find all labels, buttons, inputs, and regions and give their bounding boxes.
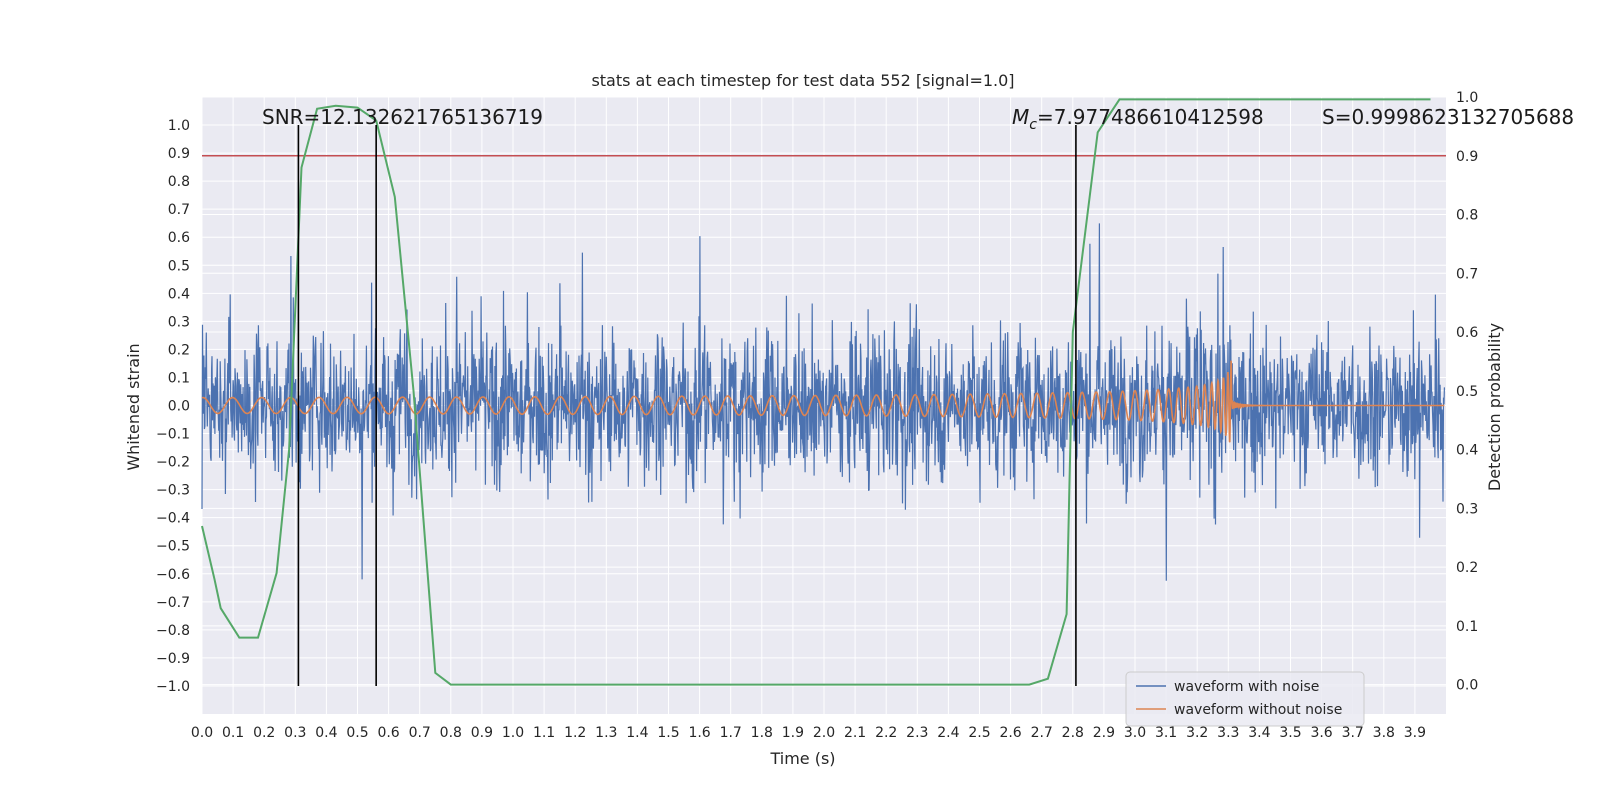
x-tick-label: 3.2 <box>1186 725 1208 741</box>
x-tick-label: 1.2 <box>564 725 586 741</box>
y2-tick-label: 0.0 <box>1456 678 1478 694</box>
x-tick-label: 0.4 <box>315 725 337 741</box>
y-tick-label: 0.3 <box>168 314 190 330</box>
x-tick-label: 0.8 <box>440 725 462 741</box>
x-tick-label: 1.3 <box>595 725 617 741</box>
y-tick-label: −0.2 <box>156 455 190 471</box>
x-tick-label: 1.5 <box>657 725 679 741</box>
y-tick-label: −1.0 <box>156 679 190 695</box>
x-tick-label: 0.0 <box>191 725 213 741</box>
x-tick-label: 3.8 <box>1373 725 1395 741</box>
x-tick-label: 1.4 <box>626 725 648 741</box>
x-tick-label: 2.7 <box>1031 725 1053 741</box>
y2-tick-label: 0.2 <box>1456 560 1478 576</box>
y2-tick-labels: 1.0 0.9 0.8 0.7 0.6 0.5 0.4 0.3 0.2 0.1 0.0 <box>1456 90 1478 694</box>
x-tick-label: 0.3 <box>284 725 306 741</box>
x-tick-label: 2.9 <box>1093 725 1115 741</box>
detection-probability-line <box>201 98 1431 686</box>
y-axis-label: Whitened strain <box>124 343 143 470</box>
y-tick-label: −0.3 <box>156 483 190 499</box>
x-tick-label: 2.6 <box>999 725 1021 741</box>
y-tick-label: 0.4 <box>168 286 190 302</box>
legend-label-clean: waveform without noise <box>1174 702 1342 718</box>
snr-annotation: SNR=12.132621765136719 <box>262 105 543 129</box>
x-tick-label: 1.8 <box>751 725 773 741</box>
chirp-mass-symbol: M <box>1012 105 1029 129</box>
x-tick-label: 3.7 <box>1342 725 1364 741</box>
x-tick-labels: 0.0 0.1 0.2 0.3 0.4 0.5 0.6 0.7 0.8 0.9 1.0 1.1 1.2 1… <box>191 725 1426 741</box>
chart-title: stats at each timestep for test data 552… <box>591 71 1014 90</box>
x-tick-label: 0.1 <box>222 725 244 741</box>
legend: waveform with noise waveform without noi… <box>1125 671 1365 727</box>
x-tick-label: 2.2 <box>875 725 897 741</box>
y-tick-label: 0.2 <box>168 342 190 358</box>
x-tick-label: 0.9 <box>471 725 493 741</box>
y-tick-label: −0.9 <box>156 651 190 667</box>
legend-box <box>1125 671 1365 727</box>
x-tick-label: 1.6 <box>688 725 710 741</box>
y2-tick-label: 0.6 <box>1456 325 1478 341</box>
y2-tick-label: 0.9 <box>1456 149 1478 165</box>
x-tick-label: 2.3 <box>906 725 928 741</box>
y-tick-label: 0.9 <box>168 146 190 162</box>
x-tick-label: 3.4 <box>1248 725 1270 741</box>
y-tick-label: −0.5 <box>156 539 190 555</box>
x-tick-label: 2.8 <box>1062 725 1084 741</box>
legend-label-noise: waveform with noise <box>1174 679 1319 695</box>
significance-annotation: S=0.9998623132705688 <box>1322 105 1574 129</box>
x-tick-label: 0.5 <box>346 725 368 741</box>
x-tick-label: 3.5 <box>1279 725 1301 741</box>
x-tick-label: 2.1 <box>844 725 866 741</box>
x-tick-label: 2.0 <box>813 725 835 741</box>
x-tick-label: 3.1 <box>1155 725 1177 741</box>
x-tick-label: 3.3 <box>1217 725 1239 741</box>
x-tick-label: 3.9 <box>1404 725 1426 741</box>
y-tick-label: −0.6 <box>156 567 190 583</box>
y-tick-labels: 1.0 0.9 0.8 0.7 0.6 0.5 0.4 0.3 0.2 0.1 0.0 −0.1 −0.… <box>156 118 190 695</box>
x-tick-label: 1.9 <box>782 725 804 741</box>
x-tick-label: 0.2 <box>253 725 275 741</box>
x-tick-label: 2.5 <box>968 725 990 741</box>
y-tick-label: −0.1 <box>156 427 190 443</box>
series-layer <box>201 98 1446 686</box>
x-tick-label: 3.6 <box>1310 725 1332 741</box>
y2-tick-label: 0.8 <box>1456 208 1478 224</box>
x-tick-label: 0.7 <box>409 725 431 741</box>
y2-tick-label: 1.0 <box>1456 90 1478 106</box>
chirp-mass-subscript: c <box>1029 117 1037 133</box>
y-tick-label: −0.7 <box>156 595 190 611</box>
y-tick-label: 0.8 <box>168 174 190 190</box>
y2-tick-label: 0.3 <box>1456 501 1478 517</box>
x-tick-label: 1.7 <box>720 725 742 741</box>
y-tick-label: 1.0 <box>168 118 190 134</box>
clean-waveform-line <box>201 360 1445 443</box>
y-tick-label: −0.4 <box>156 511 190 527</box>
x-axis-label: Time (s) <box>769 749 835 768</box>
y2-tick-label: 0.1 <box>1456 619 1478 635</box>
y-tick-label: 0.7 <box>168 202 190 218</box>
x-tick-label: 1.1 <box>533 725 555 741</box>
y-tick-label: 0.0 <box>168 399 190 415</box>
y2-tick-label: 0.4 <box>1456 443 1478 459</box>
y2-axis-label: Detection probability <box>1485 323 1504 491</box>
x-tick-label: 3.0 <box>1124 725 1146 741</box>
y2-tick-label: 0.7 <box>1456 266 1478 282</box>
y-tick-label: 0.1 <box>168 370 190 386</box>
x-tick-label: 1.0 <box>502 725 524 741</box>
y-tick-label: −0.8 <box>156 623 190 639</box>
y-tick-label: 0.5 <box>168 258 190 274</box>
x-tick-label: 0.6 <box>377 725 399 741</box>
y2-tick-label: 0.5 <box>1456 384 1478 400</box>
chirp-mass-annotation: Mc=7.977486610412598 <box>1012 105 1264 133</box>
chirp-mass-value: =7.977486610412598 <box>1037 105 1264 129</box>
x-tick-label: 2.4 <box>937 725 959 741</box>
y-tick-label: 0.6 <box>168 230 190 246</box>
